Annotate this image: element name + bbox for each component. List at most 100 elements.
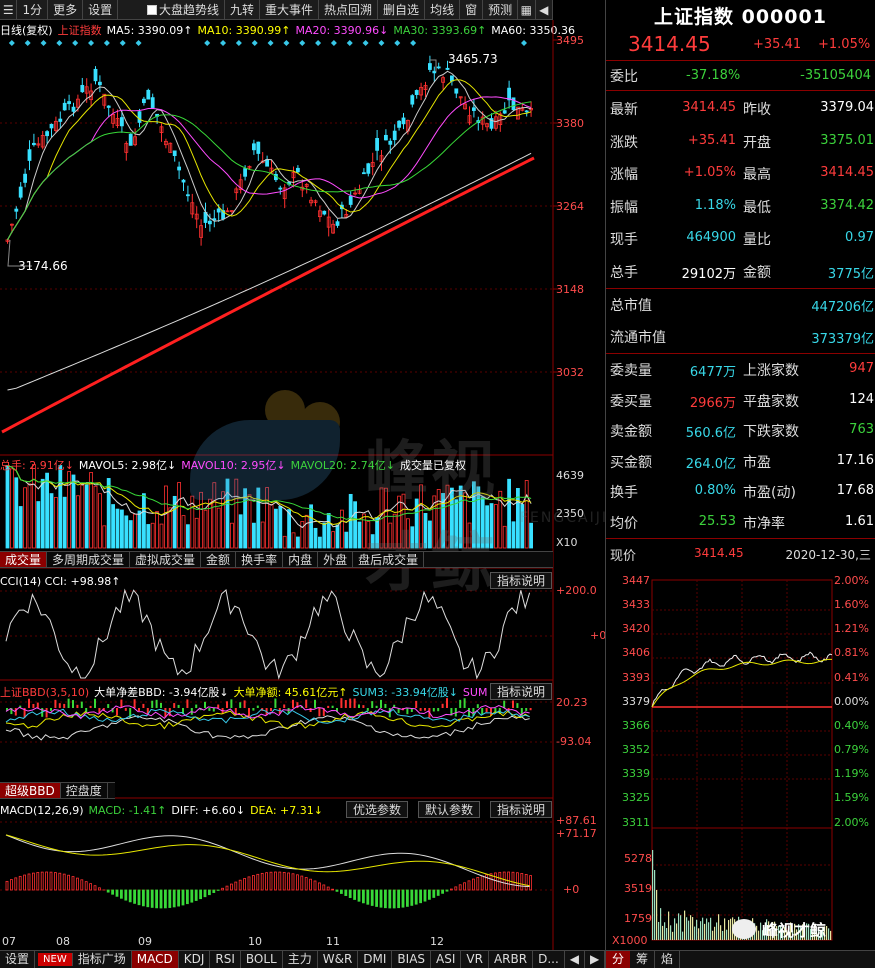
macd-help-button[interactable]: 指标说明 <box>490 801 553 818</box>
toolbar-events[interactable]: 重大事件 <box>260 0 320 20</box>
toolbar-nine[interactable]: 九转 <box>225 0 261 20</box>
default-params-button[interactable]: 默认参数 <box>418 801 481 818</box>
collapse-icon[interactable]: ◀ <box>536 0 554 20</box>
scroll-left-icon[interactable]: ◀ <box>565 951 585 968</box>
tab-arbr[interactable]: ARBR <box>489 951 534 968</box>
event-marker[interactable] <box>299 40 306 46</box>
candle-body <box>62 102 67 111</box>
event-marker[interactable] <box>8 40 15 46</box>
tab-minute[interactable]: 分 <box>606 951 631 968</box>
bbd-help-button[interactable]: 指标说明 <box>490 683 553 700</box>
toolbar-hotspot[interactable]: 热点回溯 <box>319 0 379 20</box>
tab-more[interactable]: D... <box>533 951 565 968</box>
candle-body <box>229 210 234 212</box>
event-marker[interactable] <box>40 40 47 46</box>
tab-indicator-plaza[interactable]: 指标广场 <box>73 951 132 968</box>
macd-bar <box>476 877 480 891</box>
bbd-net: 大单净差BBD: -3.94亿股↓ <box>94 686 229 699</box>
tab-chips[interactable]: 筹 <box>630 951 656 968</box>
toolbar-1min[interactable]: 1分 <box>17 0 49 20</box>
tab-kdj[interactable]: KDJ <box>179 951 211 968</box>
tab-main-force[interactable]: 主力 <box>283 951 318 968</box>
event-marker[interactable] <box>135 40 142 46</box>
tab-dmi[interactable]: DMI <box>358 951 393 968</box>
toolbar-trendline[interactable]: 大盘趋势线 <box>142 0 225 20</box>
optimized-params-button[interactable]: 优选参数 <box>346 801 409 818</box>
period-label: 日线(复权) <box>0 24 53 37</box>
intraday-price-tick: 3420 <box>622 622 650 635</box>
volume-bar <box>282 535 287 549</box>
event-marker[interactable] <box>346 40 353 46</box>
candle-body <box>9 223 14 226</box>
tab-vr[interactable]: VR <box>461 951 489 968</box>
candle-body <box>397 120 402 128</box>
tab-rsi[interactable]: RSI <box>210 951 241 968</box>
trendline-checkbox[interactable] <box>146 4 157 15</box>
event-marker[interactable] <box>204 40 211 46</box>
event-markers[interactable] <box>8 40 527 46</box>
bbd-bar <box>256 705 259 708</box>
event-marker[interactable] <box>283 40 290 46</box>
separator <box>606 288 875 289</box>
event-marker[interactable] <box>330 40 337 46</box>
stat-value: 763 <box>849 422 874 437</box>
event-marker[interactable] <box>251 40 258 46</box>
tab-turnover[interactable]: 换手率 <box>236 552 284 567</box>
tab-volume[interactable]: 成交量 <box>0 552 48 567</box>
tab-boll[interactable]: BOLL <box>241 951 283 968</box>
tab-multi-period-volume[interactable]: 多周期成交量 <box>47 552 131 567</box>
toolbar-window[interactable]: 窗 <box>460 0 484 20</box>
event-marker[interactable] <box>235 40 242 46</box>
toolbar-remove-fav[interactable]: 删自选 <box>378 0 426 20</box>
intraday-price-tick: 3352 <box>622 743 650 756</box>
tab-bias[interactable]: BIAS <box>392 951 432 968</box>
event-marker[interactable] <box>24 40 31 46</box>
event-marker[interactable] <box>88 40 95 46</box>
tab-amount[interactable]: 金额 <box>201 552 237 567</box>
event-marker[interactable] <box>394 40 401 46</box>
toolbar-ma[interactable]: 均线 <box>425 0 461 20</box>
stat-label: 委买量 <box>610 393 652 410</box>
menu-icon[interactable]: ☰ <box>0 0 18 20</box>
candle-body <box>40 134 45 148</box>
event-marker[interactable] <box>378 40 385 46</box>
event-marker[interactable] <box>119 40 126 46</box>
toolbar-settings[interactable]: 设置 <box>83 0 119 20</box>
macd-bar <box>199 889 203 900</box>
bbd-bar <box>476 704 479 708</box>
index-name: 上证指数 <box>57 24 102 37</box>
tab-outer[interactable]: 外盘 <box>318 552 354 567</box>
event-marker[interactable] <box>103 40 110 46</box>
intraday-tabs: 分 筹 焰 <box>606 950 875 968</box>
event-marker[interactable] <box>362 40 369 46</box>
event-marker[interactable] <box>315 40 322 46</box>
tab-wr[interactable]: W&R <box>318 951 359 968</box>
separator <box>606 353 875 354</box>
bbd-bar <box>94 698 96 708</box>
tab-super-bbd[interactable]: 超级BBD <box>0 783 61 798</box>
cci-tick: +200.0 <box>556 584 597 597</box>
toolbar-forecast[interactable]: 预测 <box>483 0 519 20</box>
tab-flame[interactable]: 焰 <box>655 951 681 968</box>
tab-macd[interactable]: MACD <box>131 951 179 968</box>
cci-help-button[interactable]: 指标说明 <box>490 572 553 589</box>
tab-settings[interactable]: 设置 <box>0 951 36 968</box>
tab-control[interactable]: 控盘度 <box>61 783 108 798</box>
event-marker[interactable] <box>410 40 417 46</box>
intraday-volume-bar <box>784 927 786 940</box>
toolbar-more[interactable]: 更多 <box>48 0 84 20</box>
tab-after-hours[interactable]: 盘后成交量 <box>353 552 425 567</box>
tab-virtual-volume[interactable]: 虚拟成交量 <box>130 552 202 567</box>
candlesticks <box>5 55 533 246</box>
event-marker[interactable] <box>267 40 274 46</box>
intraday-volume-bar <box>668 911 670 940</box>
grid-icon[interactable]: ▦ <box>518 0 536 20</box>
scroll-right-icon[interactable]: ▶ <box>585 951 606 968</box>
intraday-volume-bar <box>798 924 800 940</box>
tab-asi[interactable]: ASI <box>431 951 462 968</box>
event-marker[interactable] <box>72 40 79 46</box>
event-marker[interactable] <box>521 40 527 46</box>
event-marker[interactable] <box>56 40 63 46</box>
tab-inner[interactable]: 内盘 <box>283 552 319 567</box>
event-marker[interactable] <box>220 40 227 46</box>
